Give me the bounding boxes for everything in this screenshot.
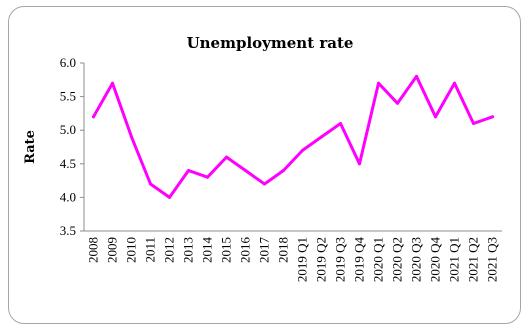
x-tick-label: 2008: [86, 237, 101, 263]
data-point: [453, 81, 456, 85]
x-tick-label: 2019 Q4: [352, 237, 367, 283]
x-tick-label: 2017: [257, 237, 272, 264]
data-point: [206, 175, 209, 179]
data-point: [320, 135, 323, 139]
x-tick-label: 2012: [162, 237, 177, 263]
x-tick-label: 2016: [238, 237, 253, 264]
x-tick-label: 2020 Q2: [390, 237, 405, 282]
data-point: [491, 115, 494, 119]
data-point: [92, 115, 95, 119]
axes: [80, 62, 502, 232]
x-tick-label: 2014: [200, 237, 215, 264]
data-point: [396, 101, 399, 105]
x-tick-label: 2009: [105, 237, 120, 263]
x-tick-label: 2013: [181, 237, 196, 263]
y-axis-label: Rate: [23, 130, 38, 164]
y-tick-label: 3.5: [60, 223, 76, 238]
chart-title: Unemployment rate: [187, 34, 354, 52]
x-tick-label: 2011: [143, 237, 158, 263]
x-tick-label: 2021 Q1: [447, 237, 462, 282]
y-tick-label: 4.5: [60, 156, 76, 171]
x-tick-labels: 2008 2009 2010 2011 2012 2013 2014 2015 2016 2017…: [86, 237, 500, 283]
x-tick-label: 2020 Q3: [409, 237, 424, 282]
x-tick-label: 2019 Q2: [314, 237, 329, 282]
x-tick-label: 2021 Q3: [485, 237, 500, 282]
data-point: [434, 115, 437, 119]
x-tick-label: 2019 Q1: [295, 237, 310, 282]
data-point: [282, 169, 285, 172]
series-layer: [92, 74, 494, 199]
x-tick-label: 2021 Q2: [466, 237, 481, 282]
x-tick-label: 2019 Q3: [333, 237, 348, 282]
data-point: [472, 122, 475, 125]
data-point: [415, 74, 418, 78]
y-tick-labels: 3.5 4.0 4.5 5.0 5.5 6.0: [60, 55, 76, 238]
data-point: [187, 169, 190, 172]
data-point: [263, 182, 266, 186]
data-point: [301, 148, 304, 152]
data-point: [225, 155, 228, 159]
data-point: [358, 162, 361, 166]
x-tick-label: 2018: [276, 237, 291, 263]
data-point: [130, 135, 133, 139]
series-line-0: [92, 74, 494, 199]
data-point: [339, 122, 342, 125]
y-tick-label: 5.0: [60, 122, 76, 137]
chart-frame: [8, 6, 521, 324]
x-tick-label: 2015: [219, 237, 234, 263]
y-tick-label: 6.0: [60, 55, 76, 70]
data-point: [377, 81, 380, 85]
y-tick-label: 5.5: [60, 89, 76, 104]
y-tick-label: 4.0: [60, 189, 76, 204]
x-tick-label: 2020 Q1: [371, 237, 386, 282]
data-point: [168, 195, 171, 199]
data-point: [111, 81, 114, 85]
data-point: [149, 182, 152, 186]
data-point: [244, 169, 247, 172]
x-tick-label: 2010: [124, 237, 139, 263]
x-tick-label: 2020 Q4: [428, 237, 443, 283]
